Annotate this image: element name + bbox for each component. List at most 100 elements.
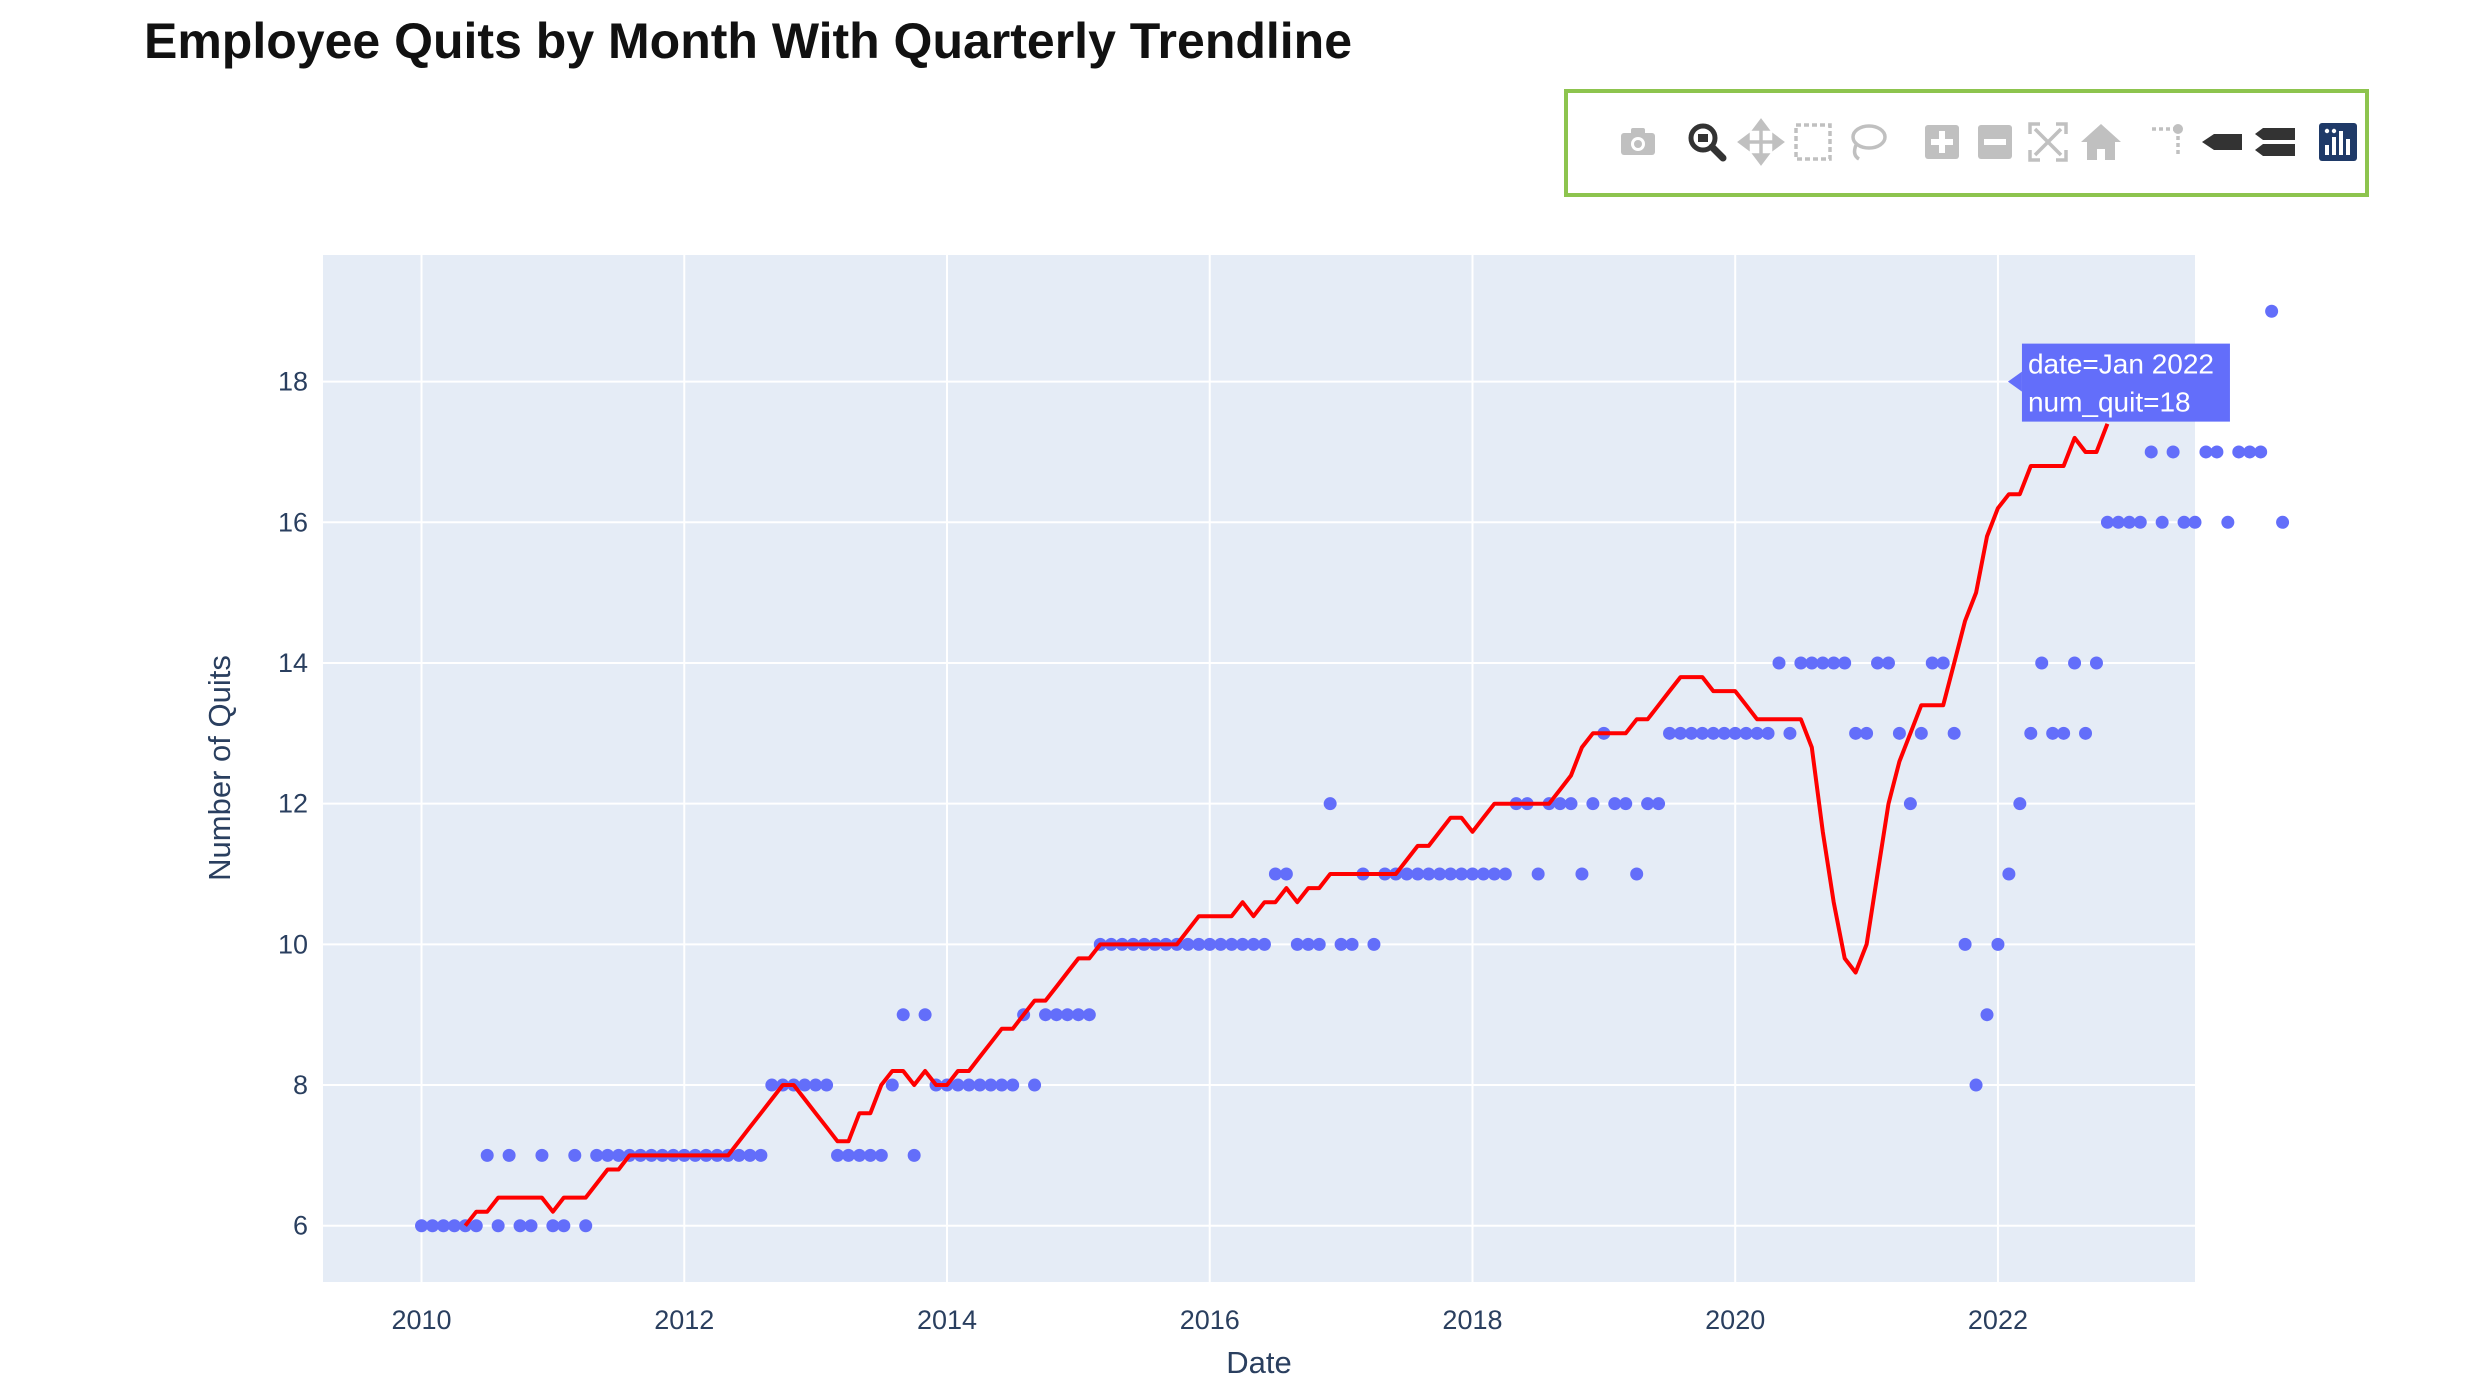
data-point[interactable] xyxy=(1849,726,1863,740)
data-point[interactable] xyxy=(557,1219,571,1233)
data-point[interactable] xyxy=(612,1148,626,1162)
data-point[interactable] xyxy=(973,1078,987,1092)
data-point[interactable] xyxy=(2221,515,2235,529)
data-point[interactable] xyxy=(1323,797,1337,811)
data-point[interactable] xyxy=(1663,726,1677,740)
data-point[interactable] xyxy=(809,1078,823,1092)
data-point[interactable] xyxy=(1619,797,1633,811)
data-point[interactable] xyxy=(2089,656,2103,670)
data-point[interactable] xyxy=(590,1148,604,1162)
data-point[interactable] xyxy=(1247,937,1261,951)
data-point[interactable] xyxy=(2046,726,2060,740)
data-point[interactable] xyxy=(1838,656,1852,670)
zoom-out-icon[interactable] xyxy=(1970,117,2020,167)
data-point[interactable] xyxy=(2068,656,2082,670)
data-point[interactable] xyxy=(798,1078,812,1092)
data-point[interactable] xyxy=(918,1008,932,1022)
data-point[interactable] xyxy=(765,1078,779,1092)
data-point[interactable] xyxy=(1608,797,1622,811)
data-point[interactable] xyxy=(1455,867,1469,881)
data-point[interactable] xyxy=(1049,1008,1063,1022)
data-point[interactable] xyxy=(885,1078,899,1092)
data-point[interactable] xyxy=(2024,726,2038,740)
data-point[interactable] xyxy=(1772,656,1786,670)
data-point[interactable] xyxy=(1312,937,1326,951)
data-point[interactable] xyxy=(1334,937,1348,951)
data-point[interactable] xyxy=(1695,726,1709,740)
data-point[interactable] xyxy=(1039,1008,1053,1022)
data-point[interactable] xyxy=(469,1219,483,1233)
data-point[interactable] xyxy=(2144,445,2158,459)
data-point[interactable] xyxy=(1673,726,1687,740)
data-point[interactable] xyxy=(1476,867,1490,881)
data-point[interactable] xyxy=(524,1219,538,1233)
data-point[interactable] xyxy=(896,1008,910,1022)
data-point[interactable] xyxy=(1936,656,1950,670)
data-point[interactable] xyxy=(2188,515,2202,529)
data-point[interactable] xyxy=(2100,515,2114,529)
data-point[interactable] xyxy=(2133,515,2147,529)
data-point[interactable] xyxy=(1925,656,1939,670)
data-point[interactable] xyxy=(1706,726,1720,740)
data-point[interactable] xyxy=(1345,937,1359,951)
data-point[interactable] xyxy=(1783,726,1797,740)
data-point[interactable] xyxy=(1881,656,1895,670)
data-point[interactable] xyxy=(1684,726,1698,740)
data-point[interactable] xyxy=(1805,656,1819,670)
data-point[interactable] xyxy=(546,1219,560,1233)
data-point[interactable] xyxy=(2265,304,2279,318)
data-point[interactable] xyxy=(480,1148,494,1162)
data-point[interactable] xyxy=(1225,937,1239,951)
data-point[interactable] xyxy=(1060,1008,1074,1022)
data-point[interactable] xyxy=(491,1219,505,1233)
data-point[interactable] xyxy=(831,1148,845,1162)
data-point[interactable] xyxy=(962,1078,976,1092)
data-point[interactable] xyxy=(513,1219,527,1233)
data-point[interactable] xyxy=(852,1148,866,1162)
data-point[interactable] xyxy=(1564,797,1578,811)
data-point[interactable] xyxy=(1903,797,1917,811)
data-point[interactable] xyxy=(841,1148,855,1162)
data-point[interactable] xyxy=(743,1148,757,1162)
data-point[interactable] xyxy=(1433,867,1447,881)
data-point[interactable] xyxy=(1871,656,1885,670)
trendline-path[interactable] xyxy=(463,423,2110,1227)
data-point[interactable] xyxy=(1236,937,1250,951)
plotly-logo-icon[interactable] xyxy=(2313,117,2363,167)
data-point[interactable] xyxy=(820,1078,834,1092)
data-point[interactable] xyxy=(732,1148,746,1162)
spike-lines-icon[interactable] xyxy=(2144,117,2194,167)
data-point[interactable] xyxy=(1487,867,1501,881)
data-point[interactable] xyxy=(1181,937,1195,951)
data-point[interactable] xyxy=(1279,867,1293,881)
data-point[interactable] xyxy=(1641,797,1655,811)
data-point[interactable] xyxy=(1531,867,1545,881)
data-point[interactable] xyxy=(1498,867,1512,881)
data-point[interactable] xyxy=(1586,797,1600,811)
data-point[interactable] xyxy=(2122,515,2136,529)
data-point[interactable] xyxy=(2276,515,2290,529)
zoom-icon[interactable] xyxy=(1682,117,1732,167)
data-point[interactable] xyxy=(1652,797,1666,811)
data-point[interactable] xyxy=(2232,445,2246,459)
data-point[interactable] xyxy=(1422,867,1436,881)
data-point[interactable] xyxy=(1465,867,1479,881)
data-point[interactable] xyxy=(2166,445,2180,459)
data-point[interactable] xyxy=(984,1078,998,1092)
data-point[interactable] xyxy=(415,1219,429,1233)
zoom-in-icon[interactable] xyxy=(1917,117,1967,167)
data-point[interactable] xyxy=(951,1078,965,1092)
data-point[interactable] xyxy=(2199,445,2213,459)
data-point[interactable] xyxy=(1214,937,1228,951)
data-point[interactable] xyxy=(2254,445,2268,459)
data-point[interactable] xyxy=(2002,867,2016,881)
data-point[interactable] xyxy=(1991,937,2005,951)
data-point[interactable] xyxy=(1257,937,1271,951)
data-point[interactable] xyxy=(1947,726,1961,740)
box-select-icon[interactable] xyxy=(1788,117,1838,167)
data-point[interactable] xyxy=(2111,515,2125,529)
data-point[interactable] xyxy=(754,1148,768,1162)
data-point[interactable] xyxy=(995,1078,1009,1092)
data-point[interactable] xyxy=(1367,937,1381,951)
data-point[interactable] xyxy=(1006,1078,1020,1092)
